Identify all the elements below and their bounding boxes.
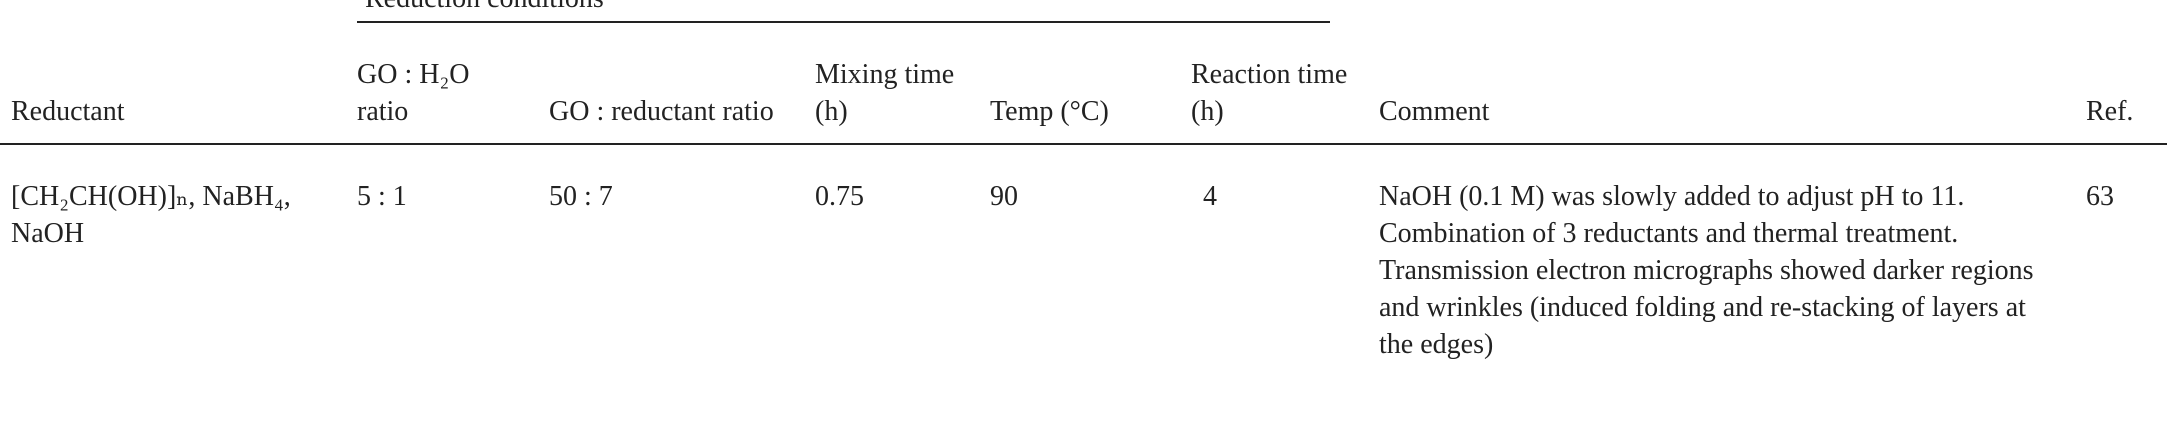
column-header: Reductant bbox=[11, 96, 125, 127]
header-rule bbox=[0, 143, 2167, 145]
column-header: GO : reductant ratio bbox=[549, 96, 774, 127]
column-header: Comment bbox=[1379, 96, 1490, 127]
column-header: Temp (°C) bbox=[990, 96, 1109, 127]
group-rule bbox=[357, 21, 1330, 23]
table-cell: 0.75 bbox=[815, 181, 864, 212]
column-header: GO : H₂O ratio bbox=[357, 59, 470, 127]
table-cell: 63 bbox=[2086, 181, 2114, 212]
table-cell: [CH₂CH(OH)]ₙ, NaBH₄, NaOH bbox=[11, 181, 291, 249]
column-header: Reaction time (h) bbox=[1191, 59, 1348, 127]
column-header: Mixing time (h) bbox=[815, 59, 955, 127]
table-cell: NaOH (0.1 M) was slowly added to adjust … bbox=[1379, 181, 2034, 360]
table-cell: 4 bbox=[1203, 181, 1217, 212]
table-cell: 5 : 1 bbox=[357, 181, 407, 212]
table-cell: 50 : 7 bbox=[549, 181, 613, 212]
column-header: Ref. bbox=[2086, 96, 2134, 127]
group-header: Reduction conditions bbox=[365, 0, 604, 17]
table-cell: 90 bbox=[990, 181, 1018, 212]
